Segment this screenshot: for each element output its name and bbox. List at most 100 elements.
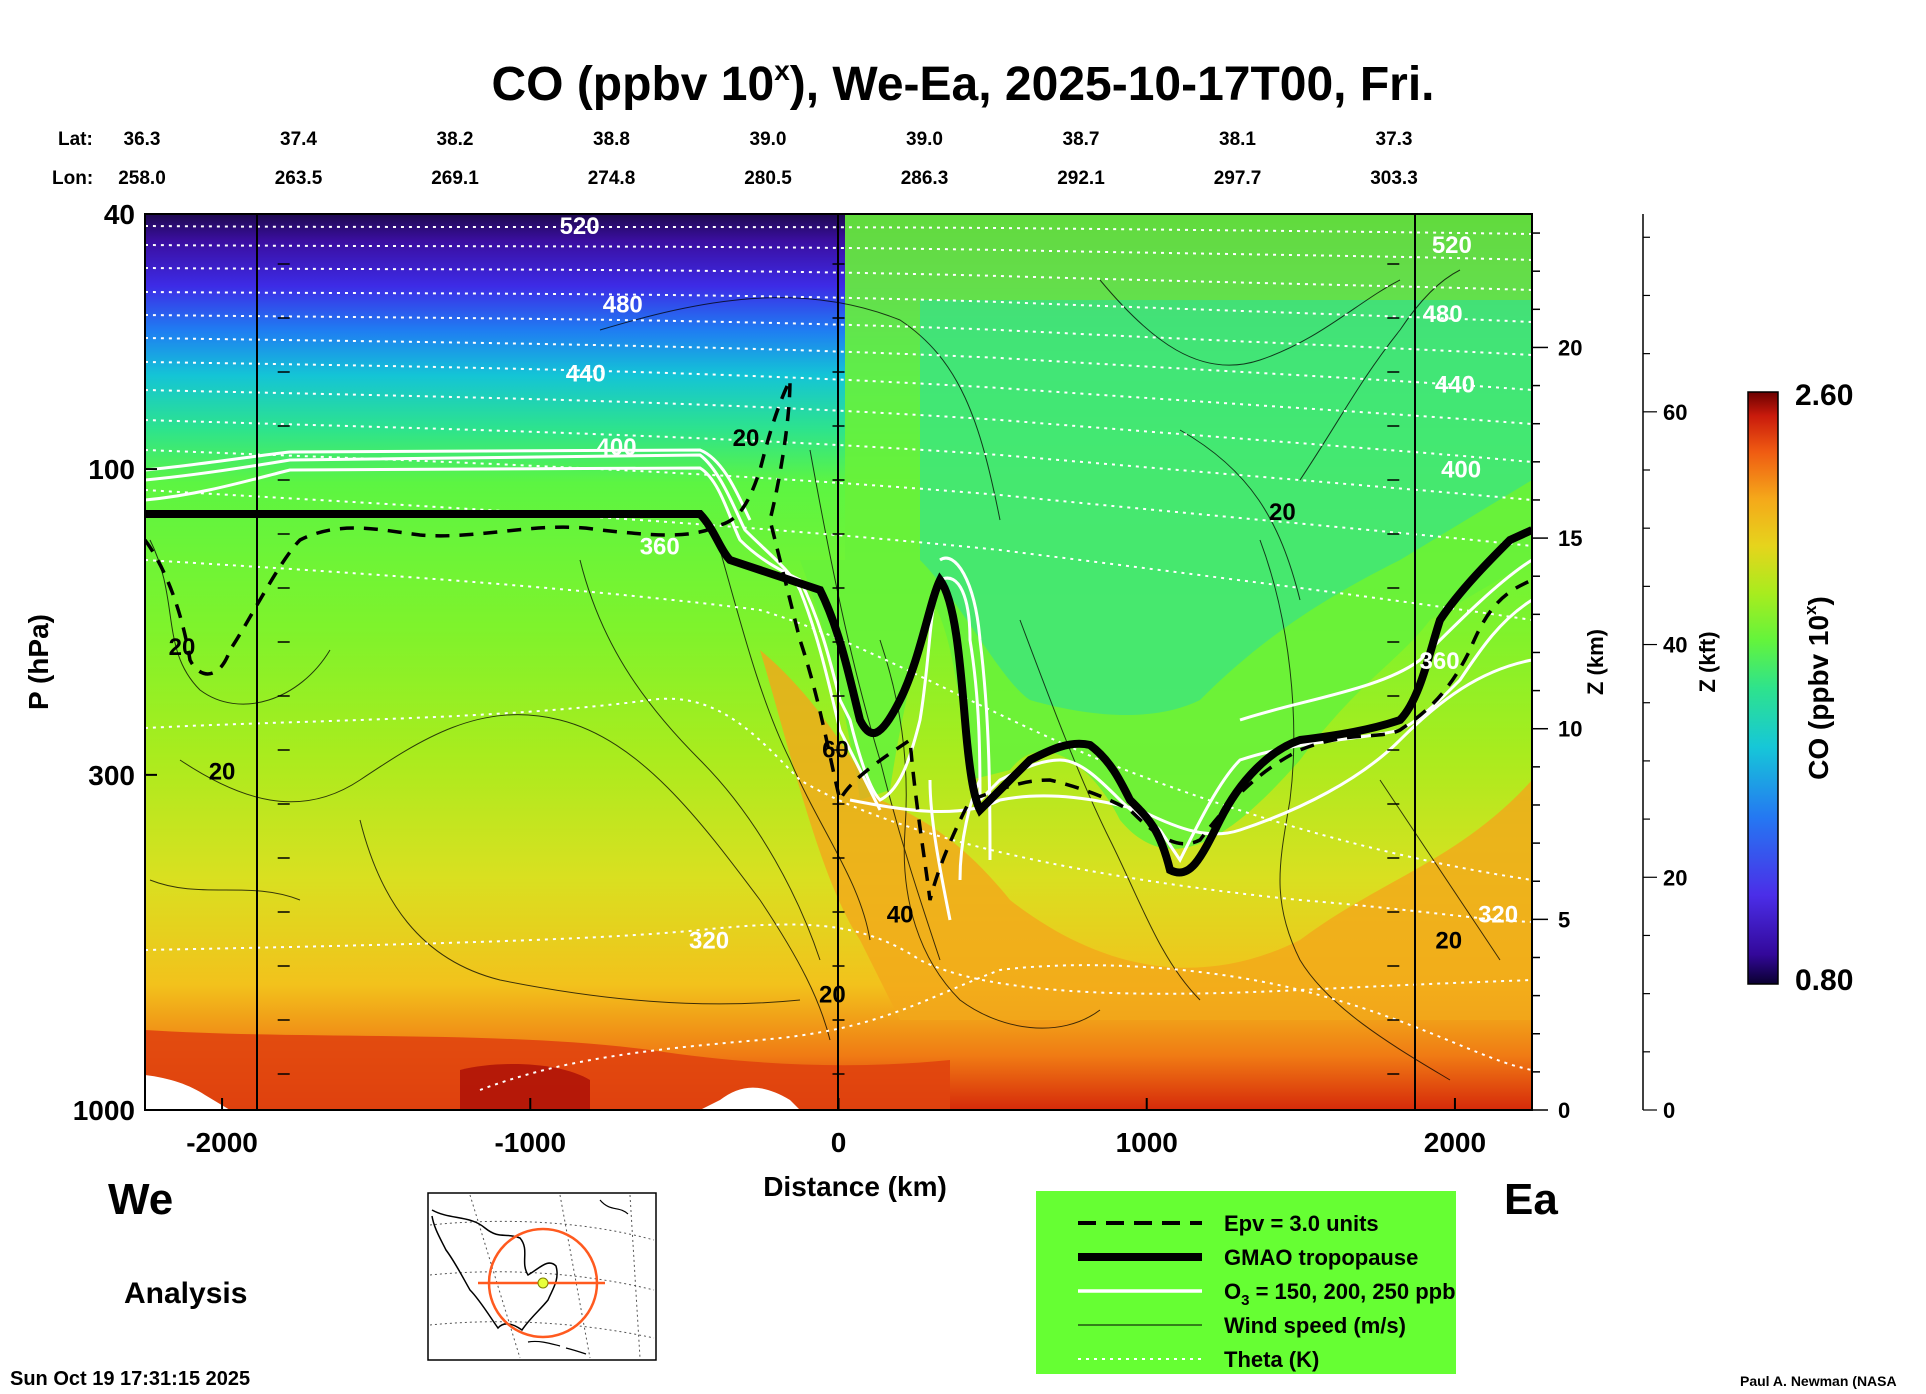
z-km-tick-label: 5 [1558,907,1570,932]
wind-speed-contours [149,269,1501,1081]
lon-value: 280.5 [744,168,792,189]
coastline-caribbean [527,1199,629,1355]
co-field-upper-cyan [920,300,1532,715]
analysis-label: Analysis [124,1277,248,1310]
theta-contour-label: 440 [566,360,606,387]
y-tick-label: 100 [88,454,135,485]
colorbar-title: CO (ppbv 10x) [1801,596,1834,780]
y-tick-label: 1000 [73,1095,135,1126]
lat-value: 38.7 [1063,129,1100,150]
map-graticule [429,1194,655,1359]
z-km-tick-label: 10 [1558,717,1582,742]
lat-row-label: Lat: [58,129,93,150]
lon-value: 269.1 [431,168,479,189]
wind-contour-label: 20 [733,425,760,452]
section-center-marker [537,1277,549,1289]
theta-contour-label: 400 [1441,456,1481,483]
lat-lon-header: Lat: Lon: 36.3 37.4 38.2 38.8 39.0 39.0 38.7 38.1… [52,129,1418,189]
timestamp: Sun Oct 19 17:31:15 2025 [10,1368,251,1390]
z-kft-axis-title: Z (kft) [1695,631,1720,692]
wind-contour-line [809,449,941,961]
wind-contour-line [579,559,821,961]
co-field-surface-orange [760,650,1532,1020]
theta-contour-label: 400 [597,434,637,461]
colorbar: 2.60 0.80 CO (ppbv 10x) [1747,379,1853,997]
inset-map-frame [427,1192,657,1361]
x-tick-label: -2000 [186,1127,258,1158]
graticule-line [469,1194,521,1359]
wind-contour-line [879,639,1101,1029]
legend-label: O3 = 150, 200, 250 ppb [1224,1279,1456,1309]
x-tick-label: 1000 [1116,1127,1178,1158]
y-tick-label: 300 [88,760,135,791]
wind-contour-label: 20 [209,758,236,785]
wind-contour-line [1379,779,1501,961]
lon-value: 292.1 [1057,168,1105,189]
east-end-label: Ea [1504,1175,1558,1224]
colorbar-max-label: 2.60 [1795,379,1853,412]
theta-contour-line [479,964,1532,1091]
lon-value: 297.7 [1214,168,1262,189]
legend-label: Theta (K) [1224,1347,1319,1372]
z-km-tick-label: 15 [1558,526,1582,551]
z-kft-tick-label: 0 [1663,1098,1675,1123]
x-axis-title: Distance (km) [763,1171,947,1202]
theta-contour-label: 360 [1420,648,1460,675]
west-end-label: We [108,1175,173,1224]
ozone-200-contour [145,453,882,811]
wind-contour-line [179,714,831,1041]
legend-label: Epv = 3.0 units [1224,1211,1379,1236]
colorbar-min-label: 0.80 [1795,964,1853,997]
plot-area [145,214,1532,1110]
contour-label-layer: 520 480 440 400 360 320 520 480 440 400 360 320 20 20… [169,213,1518,1009]
z-kft-tick-label: 20 [1663,865,1687,890]
legend: Epv = 3.0 units GMAO tropopause O3 = 150, … [1036,1191,1456,1374]
legend-label: GMAO tropopause [1224,1245,1418,1270]
wind-contour-line [1179,429,1301,601]
lat-value: 38.2 [437,129,474,150]
wind-contour-line [719,549,871,941]
graticule-line [429,1321,655,1339]
lat-value: 36.3 [124,129,161,150]
z-kft-tick-label: 60 [1663,400,1687,425]
wind-contour-label: 20 [169,634,196,661]
lat-value: 38.1 [1219,129,1256,150]
coastline-north-america [431,1209,558,1332]
theta-contour-label: 440 [1435,372,1475,399]
ozone-250-contour [145,448,1532,861]
epv-contour [145,379,1532,901]
lon-value: 303.3 [1370,168,1418,189]
graticule-line [429,1220,655,1241]
wind-contour-line [1299,269,1461,481]
x-tick-label: 2000 [1424,1127,1486,1158]
axes: -2000 -1000 0 1000 2000 1000 300 100 400 5 10 15 20 0… [73,199,1688,1158]
lat-value: 37.3 [1376,129,1413,150]
wind-contour-line [599,297,1001,521]
gmao-tropopause [145,510,1532,877]
x-tick-label: 0 [831,1127,847,1158]
terrain-mask [145,1075,800,1110]
y-tick-label: 40 [104,199,135,230]
graticule-line [629,1194,641,1359]
x-tick-label: -1000 [494,1127,566,1158]
lon-value: 263.5 [275,168,323,189]
colorbar-gradient [1747,391,1779,985]
lon-value: 274.8 [588,168,636,189]
wind-contour-line [1259,539,1451,1081]
lat-value: 38.8 [593,129,630,150]
lat-value: 39.0 [906,129,943,150]
co-field-surface-darkred [460,1064,590,1110]
theta-contour-label: 520 [1432,232,1472,259]
wind-contour-line [149,539,331,705]
wind-contour-label: 20 [1269,499,1296,526]
lat-value: 39.0 [750,129,787,150]
theta-contour-label: 480 [1423,301,1463,328]
legend-label: Wind speed (m/s) [1224,1313,1406,1338]
wind-contour-line [1099,279,1401,366]
wind-contour-label: 20 [1435,928,1462,955]
wind-contour-label: 20 [819,982,846,1009]
theta-contours [145,225,1532,1091]
theta-contour-label: 480 [603,292,643,319]
lon-value: 258.0 [118,168,166,189]
